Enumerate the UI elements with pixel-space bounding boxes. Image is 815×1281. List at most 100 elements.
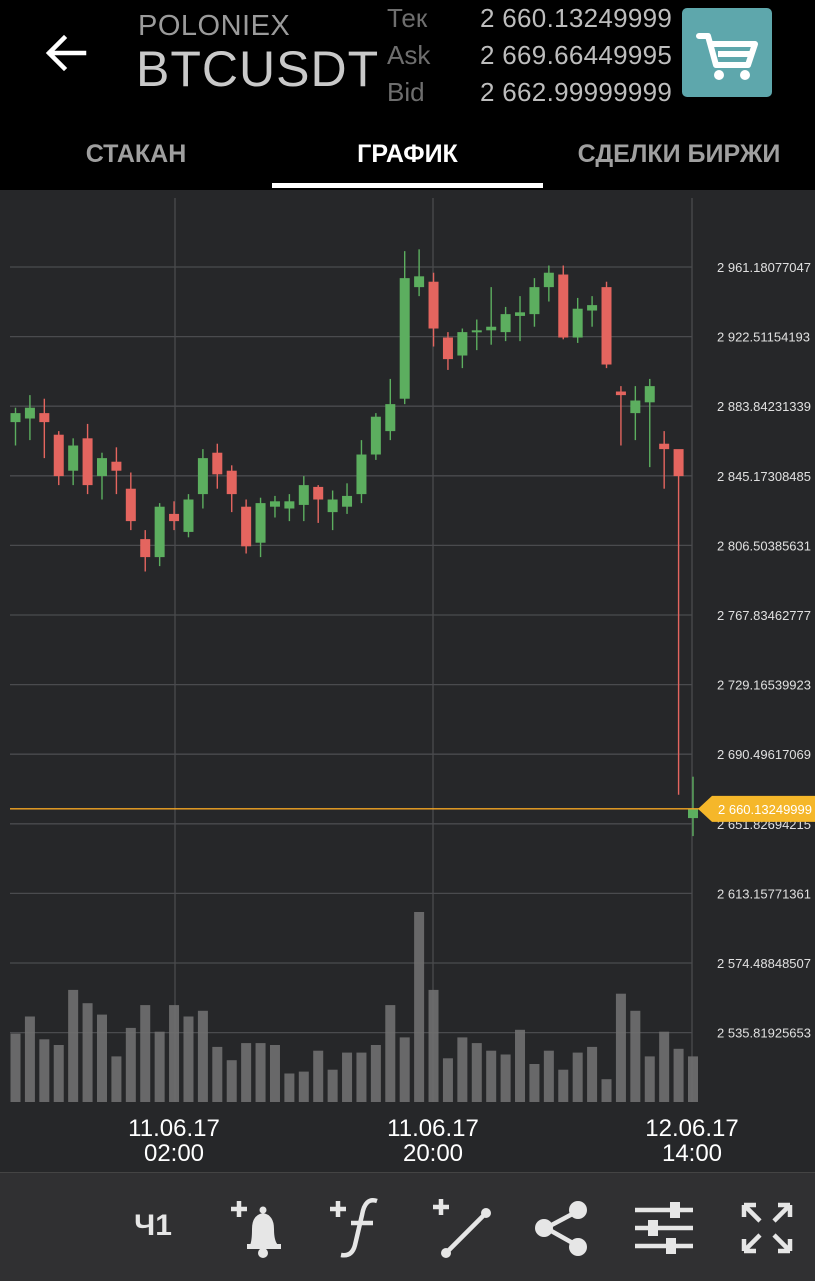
volume-bar [111, 1056, 122, 1102]
candle-body [24, 407, 35, 419]
volume-bar [486, 1050, 497, 1102]
quote-label-bid: Bid [387, 77, 425, 107]
tab-exchange-trades[interactable]: СДЕЛКИ БИРЖИ [577, 140, 781, 168]
current-price-label: 2 660.13249999 [718, 802, 812, 817]
candle-body [111, 461, 122, 471]
candle-body [226, 470, 237, 495]
volume-bar [500, 1054, 511, 1102]
volume-bar [169, 1005, 180, 1102]
candle-body [601, 287, 612, 365]
volume-bar [688, 1056, 698, 1102]
shopping-cart-icon [696, 33, 758, 80]
add-trendline-icon[interactable] [428, 1193, 498, 1263]
candle-body [269, 501, 280, 507]
add-indicator-icon[interactable] [325, 1193, 395, 1263]
settings-sliders-icon[interactable] [630, 1193, 700, 1263]
timeframe-button[interactable]: Ч1 [134, 1209, 172, 1242]
candle-body [96, 458, 107, 477]
pair-name: BTCUSDT [136, 41, 380, 97]
candle-body [486, 326, 497, 331]
x-tick-label-3: 12.06.17 14:00 [645, 1115, 739, 1167]
x-tick-label-1: 11.06.17 02:00 [128, 1115, 220, 1167]
candle-body [370, 416, 381, 455]
price-axis-label: 2 574.48848507 [717, 956, 811, 971]
volume-bar [673, 1048, 684, 1102]
volume-bar [255, 1043, 266, 1102]
candle-body [82, 438, 93, 486]
candle-body [615, 391, 626, 396]
volume-bar [342, 1052, 353, 1102]
candle-body [10, 413, 21, 423]
volume-bar [241, 1043, 252, 1102]
volume-bar [399, 1037, 410, 1102]
candle-body [140, 539, 151, 558]
quote-value-bid: 2 662.99999999 [480, 77, 673, 107]
volume-bar [96, 1014, 107, 1102]
add-alert-bell-icon[interactable] [225, 1193, 295, 1263]
current-price-tag [698, 795, 815, 822]
volume-bar [471, 1043, 482, 1102]
volume-bar [24, 1016, 35, 1102]
tab-chart[interactable]: ГРАФИК [357, 140, 458, 168]
candle-body [471, 330, 482, 333]
volume-bar [457, 1037, 468, 1102]
candle-body [342, 495, 353, 507]
candle-body [298, 485, 309, 505]
price-axis-label: 2 922.51154193 [717, 330, 810, 345]
candle-body [515, 312, 526, 316]
buy-button[interactable] [682, 8, 772, 97]
volume-bar [601, 1079, 612, 1102]
volume-bar [659, 1031, 670, 1102]
candle-body [644, 386, 655, 403]
candle-body [183, 499, 194, 532]
tab-order-book[interactable]: СТАКАН [85, 140, 187, 168]
price-axis-label: 2 845.17308485 [717, 469, 811, 484]
candle-body [659, 443, 670, 450]
price-axis-label: 2 961.18077047 [717, 260, 811, 275]
candle-body [327, 499, 338, 513]
volume-bar [414, 912, 425, 1102]
volume-bar [269, 1045, 280, 1102]
price-axis-label: 2 883.84231339 [717, 399, 811, 414]
volume-bar [385, 1005, 396, 1102]
candle-body [399, 278, 410, 399]
price-axis-label: 2 535.81925653 [717, 1026, 811, 1041]
volume-bar [212, 1046, 223, 1102]
price-axis-label: 2 767.83462777 [717, 608, 811, 623]
candle-body [673, 449, 684, 477]
volume-bar [284, 1073, 295, 1102]
share-icon[interactable] [528, 1193, 598, 1263]
candle-body [53, 434, 64, 477]
volume-bar [183, 1016, 194, 1102]
quote-label-current: Тек [387, 3, 428, 33]
volume-bar [313, 1050, 324, 1102]
candle-body [529, 287, 540, 315]
candle-body [414, 276, 425, 288]
chart-toolbar: Ч1 [0, 1172, 815, 1281]
fullscreen-icon[interactable] [732, 1193, 802, 1263]
candle-body [442, 337, 453, 360]
x-tick-label-2: 11.06.17 20:00 [387, 1115, 479, 1167]
candle-body [457, 332, 468, 356]
candle-body [212, 452, 223, 475]
candle-body [169, 513, 180, 522]
exchange-name: POLONIEX [138, 10, 291, 42]
candle-body [572, 308, 583, 338]
volume-bar [356, 1052, 367, 1102]
price-chart[interactable]: 2 961.18077047 2 922.51154193 2 883.842313… [0, 190, 815, 1172]
volume-bar [68, 989, 79, 1102]
candlestick-chart[interactable]: 2 961.18077047 2 922.51154193 2 883.842313… [0, 190, 815, 1172]
volume-bar [125, 1027, 136, 1102]
candle-body [500, 314, 511, 333]
quote-label-ask: Ask [387, 40, 431, 70]
candle-body [39, 413, 50, 423]
arrow-left-icon[interactable] [40, 28, 90, 78]
price-axis-label: 2 806.50385631 [717, 538, 811, 553]
volume-bar [442, 1058, 453, 1102]
candle-body [313, 486, 324, 500]
quote-value-current: 2 660.13249999 [480, 3, 673, 33]
candle-body [385, 404, 396, 432]
volume-bar [630, 1010, 641, 1102]
app-header: POLONIEX BTCUSDT Тек 2 660.13249999 Ask … [0, 0, 815, 190]
candle-body [284, 501, 295, 509]
